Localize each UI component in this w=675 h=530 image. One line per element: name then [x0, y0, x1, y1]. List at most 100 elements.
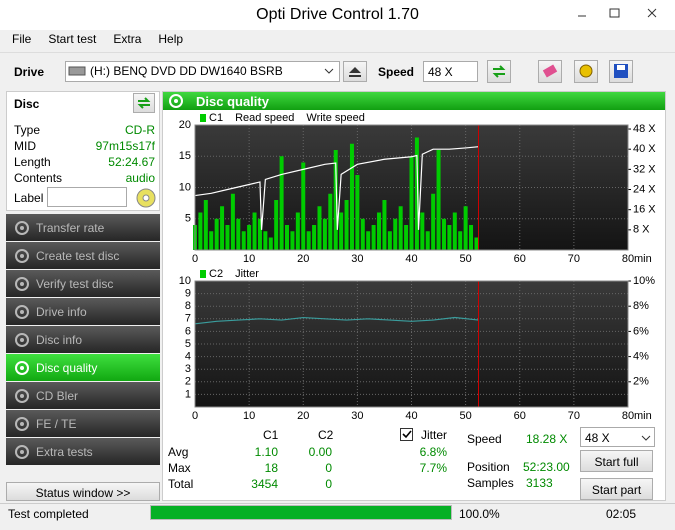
bar — [252, 212, 257, 250]
nav-button[interactable]: Verify test disc — [6, 270, 160, 297]
stat-value: 3454 — [251, 477, 278, 491]
y2-tick-label: 8% — [633, 300, 649, 312]
separator — [0, 52, 675, 53]
info-value: 97m15s17f — [95, 139, 155, 153]
bar — [474, 237, 479, 250]
stat-value: 0 — [325, 461, 332, 475]
bar — [344, 200, 349, 250]
bar — [404, 225, 409, 250]
label-input[interactable] — [47, 187, 127, 207]
bar — [452, 212, 457, 250]
bar — [225, 225, 230, 250]
settings-button[interactable] — [574, 60, 598, 83]
disc-refresh[interactable] — [133, 93, 155, 113]
action-button[interactable]: Start part — [580, 478, 653, 500]
nav-icon — [15, 305, 29, 319]
menu-item[interactable]: Start test — [48, 32, 97, 46]
erase-button[interactable] — [538, 60, 562, 83]
stat-label: Max — [168, 461, 191, 475]
series-line — [194, 316, 479, 325]
bar — [198, 212, 203, 250]
stat-value: 1.10 — [254, 445, 278, 459]
legend-label: Jitter — [235, 268, 259, 280]
label-icon[interactable] — [135, 187, 157, 209]
x-tick-label: 20 — [297, 410, 309, 422]
bar — [463, 206, 468, 250]
plot-frame — [194, 124, 629, 251]
menu-item[interactable]: Extra — [113, 32, 142, 46]
nav-button[interactable]: FE / TE — [6, 410, 160, 437]
bar — [447, 225, 452, 250]
menu-item[interactable]: Help — [158, 32, 184, 46]
info-label: Type — [14, 123, 41, 137]
y-tick-label: 8 — [185, 300, 191, 312]
y-tick-label: 20 — [179, 119, 191, 131]
speed-combo[interactable]: 48 X — [423, 61, 478, 82]
x-tick-label: 70 — [568, 410, 580, 422]
save-button[interactable] — [609, 60, 633, 83]
stat-column: C1 — [263, 428, 279, 442]
bar — [268, 237, 273, 250]
legend-label: C2 — [209, 268, 223, 280]
bar — [366, 231, 371, 250]
y-tick-label: 10 — [179, 181, 191, 193]
bar — [387, 231, 392, 250]
speed-combo[interactable]: 48 X — [580, 427, 655, 447]
nav-icon — [15, 361, 29, 375]
x-tick-label: 0 — [192, 410, 198, 422]
label-caption: Label — [14, 191, 44, 205]
info-label: Speed — [467, 432, 502, 446]
x-tick-label: 60 — [514, 410, 526, 422]
jitter-checkbox[interactable] — [400, 428, 413, 441]
panel-icon — [169, 94, 183, 108]
nav-button[interactable]: CD Bler — [6, 382, 160, 409]
nav-button[interactable]: Drive info — [6, 298, 160, 325]
combo-arrow — [641, 435, 651, 441]
y2-tick-label: 6% — [633, 325, 649, 337]
menu-item[interactable]: File — [12, 32, 32, 46]
y-tick-label: 4 — [185, 351, 191, 363]
nav-button[interactable]: Disc info — [6, 326, 160, 353]
action-button[interactable]: Start full — [580, 450, 653, 472]
y-tick-label: 15 — [179, 150, 191, 162]
nav-button[interactable]: Extra tests — [6, 438, 160, 465]
nav-icon — [15, 221, 29, 235]
eject-button[interactable] — [343, 61, 367, 82]
bar — [328, 193, 333, 250]
nav-button[interactable]: Disc quality — [6, 354, 160, 381]
window-controls[interactable] — [570, 4, 670, 24]
info-value: 18.28 X — [526, 432, 568, 446]
speed-label: Speed — [378, 65, 415, 79]
nav-button[interactable]: Transfer rate — [6, 214, 160, 241]
bar — [441, 218, 446, 250]
bar — [285, 225, 290, 250]
bar — [420, 212, 425, 250]
bar — [349, 143, 354, 250]
info-label: Contents — [14, 171, 63, 185]
y-tick-label: 9 — [185, 288, 191, 300]
y2-tick-label: 32 X — [633, 163, 656, 175]
bar — [236, 218, 241, 250]
stat-label: Avg — [168, 445, 189, 459]
bar — [360, 218, 365, 250]
bar — [301, 162, 306, 250]
progress-fill — [151, 506, 451, 519]
status-text: Test completed — [8, 507, 89, 521]
x-tick-label: 40 — [405, 410, 417, 422]
status-window-button[interactable]: Status window >> — [6, 482, 160, 501]
x-unit: min — [634, 410, 652, 422]
drive-combo[interactable] — [65, 61, 340, 82]
info-value: 52:24.67 — [108, 155, 155, 169]
x-tick-label: 70 — [568, 253, 580, 265]
refresh-button[interactable] — [487, 60, 511, 83]
x-tick-label: 20 — [297, 253, 309, 265]
info-label: MID — [14, 139, 36, 153]
bar — [333, 150, 338, 250]
nav-button[interactable]: Create test disc — [6, 242, 160, 269]
nav-icon — [15, 333, 29, 347]
x-tick-label: 80 — [622, 410, 634, 422]
x-tick-label: 50 — [460, 253, 472, 265]
bar — [409, 156, 414, 250]
x-unit: min — [634, 253, 652, 265]
